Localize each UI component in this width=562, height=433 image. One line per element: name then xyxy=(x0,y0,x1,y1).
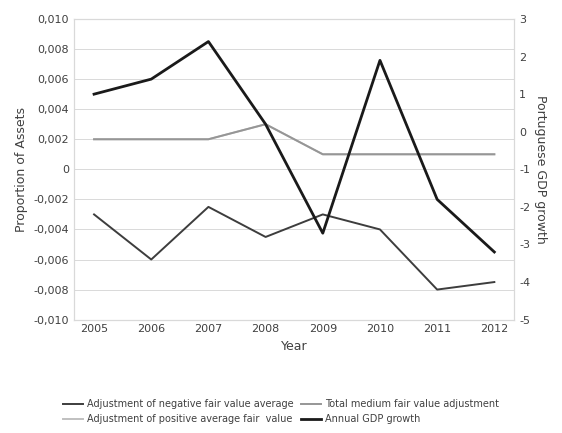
Legend: Adjustment of negative fair value average, Adjustment of positive average fair  : Adjustment of negative fair value averag… xyxy=(60,395,502,428)
Y-axis label: Portuguese GDP growth: Portuguese GDP growth xyxy=(534,95,547,244)
X-axis label: Year: Year xyxy=(281,340,307,353)
Y-axis label: Proportion of Assets: Proportion of Assets xyxy=(15,107,28,232)
